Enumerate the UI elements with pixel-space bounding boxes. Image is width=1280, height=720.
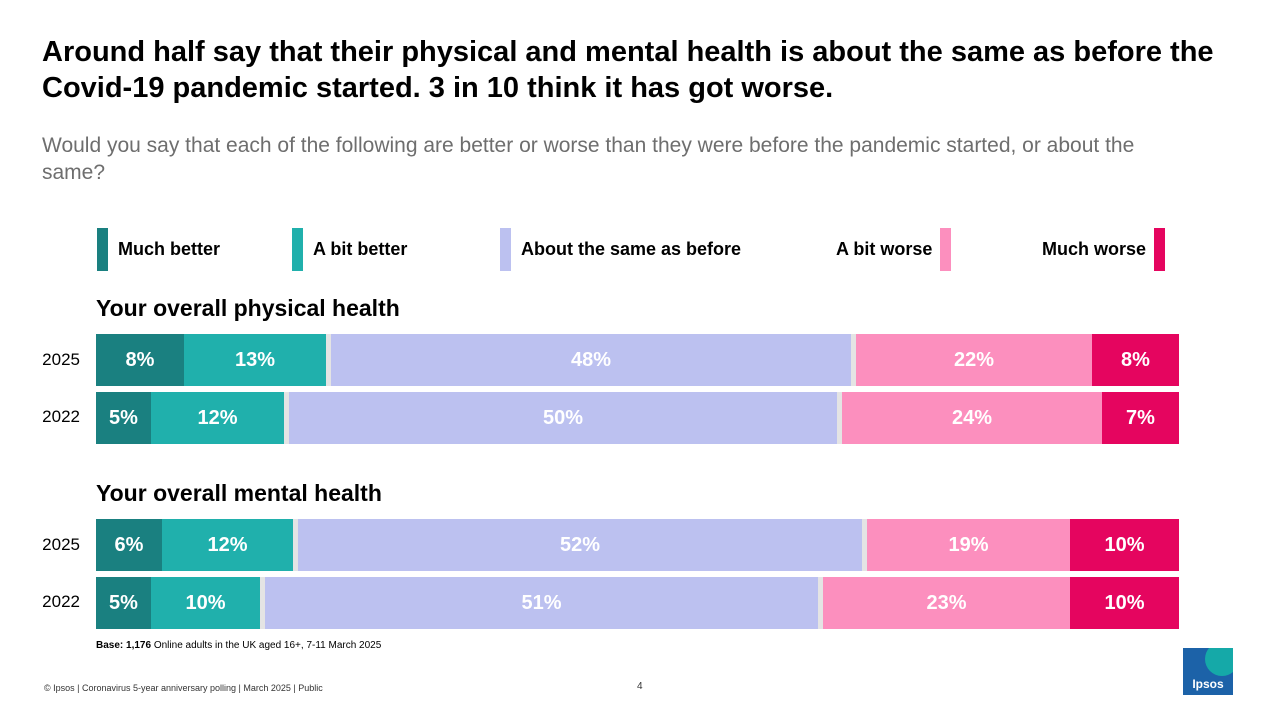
bar-segment-mental-2025-much-worse: 10% bbox=[1070, 519, 1179, 571]
legend-label-much-worse: Much worse bbox=[1042, 239, 1147, 259]
data-label-mental-2025-a-bit-better: 12% bbox=[207, 533, 248, 556]
footer-text: © Ipsos | Coronavirus 5-year anniversary… bbox=[44, 683, 323, 693]
bar-segment-physical-2022-a-bit-worse: 24% bbox=[837, 392, 1102, 444]
bar-segment-mental-2022-much-better: 5% bbox=[96, 577, 151, 629]
data-label-physical-2025-much-worse: 8% bbox=[1121, 348, 1150, 371]
legend-label-a-bit-worse: A bit worse bbox=[836, 239, 933, 259]
legend-label-much-better: Much better bbox=[118, 239, 221, 259]
bar-segment-mental-2025-much-better: 6% bbox=[96, 519, 162, 571]
data-label-physical-2022-about-the-same: 50% bbox=[542, 406, 584, 429]
base-note: Base: 1,176 Online adults in the UK aged… bbox=[96, 640, 381, 651]
row-label-physical-2022: 2022 bbox=[42, 407, 80, 426]
section-title-mental-health: Your overall mental health bbox=[96, 480, 382, 506]
page-number: 4 bbox=[637, 681, 643, 692]
data-label-physical-2025-much-better: 8% bbox=[125, 348, 155, 371]
ipsos-logo: Ipsos bbox=[1183, 648, 1233, 695]
bar-segment-mental-2022-much-worse: 10% bbox=[1070, 577, 1179, 629]
data-label-mental-2025-much-worse: 10% bbox=[1104, 533, 1145, 556]
legend-label-a-bit-better: A bit better bbox=[313, 239, 408, 259]
question-subtitle: Would you say that each of the following… bbox=[42, 134, 1135, 184]
legend-label-about-the-same: About the same as before bbox=[521, 239, 742, 259]
legend-swatch-a-bit-better bbox=[292, 228, 303, 271]
base-count: 1,176 bbox=[126, 640, 152, 651]
data-label-mental-2022-much-worse: 10% bbox=[1104, 591, 1145, 614]
bar-physical-2022: 5% 12% 50% 24% 7% bbox=[96, 392, 1179, 444]
data-label-physical-2025-a-bit-worse: 22% bbox=[953, 348, 995, 371]
bar-mental-2025: 6% 12% 52% 19% 10% bbox=[96, 519, 1179, 571]
bar-segment-physical-2025-a-bit-better: 13% bbox=[184, 334, 326, 386]
legend-swatch-about-the-same bbox=[500, 228, 511, 271]
data-label-mental-2022-about-the-same: 51% bbox=[521, 591, 562, 614]
base-label: Base: bbox=[96, 640, 124, 651]
bar-segment-physical-2022-much-better: 5% bbox=[96, 392, 151, 444]
bar-physical-2025: 8% 13% 48% 22% 8% bbox=[96, 334, 1179, 386]
data-label-physical-2022-much-worse: 7% bbox=[1126, 406, 1155, 429]
bar-segment-physical-2025-much-better: 8% bbox=[96, 334, 184, 386]
logo-wave-icon bbox=[1205, 648, 1233, 676]
page-title: Around half say that their physical and … bbox=[42, 36, 1214, 104]
bar-segment-mental-2022-about-the-same: 51% bbox=[260, 577, 818, 629]
section-title-physical-health: Your overall physical health bbox=[96, 295, 400, 321]
data-label-mental-2022-a-bit-better: 10% bbox=[185, 591, 226, 614]
data-label-mental-2025-about-the-same: 52% bbox=[559, 533, 601, 556]
data-label-mental-2025-much-better: 6% bbox=[114, 533, 144, 556]
bar-segment-physical-2022-much-worse: 7% bbox=[1102, 392, 1179, 444]
legend-swatch-much-worse bbox=[1154, 228, 1166, 271]
row-label-physical-2025: 2025 bbox=[42, 350, 80, 369]
data-label-physical-2022-a-bit-better: 12% bbox=[197, 406, 238, 429]
row-label-mental-2025: 2025 bbox=[42, 535, 80, 554]
data-label-physical-2022-a-bit-worse: 24% bbox=[951, 406, 993, 429]
legend-about-the-same: About the same as before bbox=[500, 228, 741, 271]
bar-segment-mental-2022-a-bit-worse: 23% bbox=[818, 577, 1070, 629]
data-label-physical-2025-a-bit-better: 13% bbox=[234, 348, 276, 371]
bar-segment-physical-2025-about-the-same: 48% bbox=[326, 334, 851, 386]
data-label-mental-2022-a-bit-worse: 23% bbox=[926, 591, 967, 614]
data-label-physical-2025-about-the-same: 48% bbox=[570, 348, 612, 371]
bar-mental-2022: 5% 10% 51% 23% 10% bbox=[96, 577, 1179, 629]
data-label-mental-2022-much-better: 5% bbox=[109, 591, 138, 614]
legend-swatch-much-better bbox=[97, 228, 108, 271]
bar-segment-mental-2025-a-bit-better: 12% bbox=[162, 519, 293, 571]
legend-a-bit-worse: A bit worse bbox=[836, 228, 952, 271]
bar-segment-physical-2025-much-worse: 8% bbox=[1092, 334, 1179, 386]
row-label-mental-2022: 2022 bbox=[42, 592, 80, 611]
legend-a-bit-better: A bit better bbox=[292, 228, 407, 271]
bar-segment-mental-2025-a-bit-worse: 19% bbox=[862, 519, 1070, 571]
base-text: Online adults in the UK aged 16+, 7-11 M… bbox=[153, 640, 382, 651]
bar-segment-physical-2025-a-bit-worse: 22% bbox=[851, 334, 1092, 386]
legend-much-better: Much better bbox=[97, 228, 220, 271]
bar-segment-mental-2025-about-the-same: 52% bbox=[293, 519, 862, 571]
data-label-mental-2025-a-bit-worse: 19% bbox=[948, 533, 989, 556]
bar-segment-physical-2022-about-the-same: 50% bbox=[284, 392, 837, 444]
legend-swatch-a-bit-worse bbox=[940, 228, 952, 271]
legend-much-worse: Much worse bbox=[1042, 228, 1166, 271]
logo-text: Ipsos bbox=[1192, 677, 1224, 691]
data-label-physical-2022-much-better: 5% bbox=[109, 406, 138, 429]
bar-segment-physical-2022-a-bit-better: 12% bbox=[151, 392, 284, 444]
bar-segment-mental-2022-a-bit-better: 10% bbox=[151, 577, 260, 629]
